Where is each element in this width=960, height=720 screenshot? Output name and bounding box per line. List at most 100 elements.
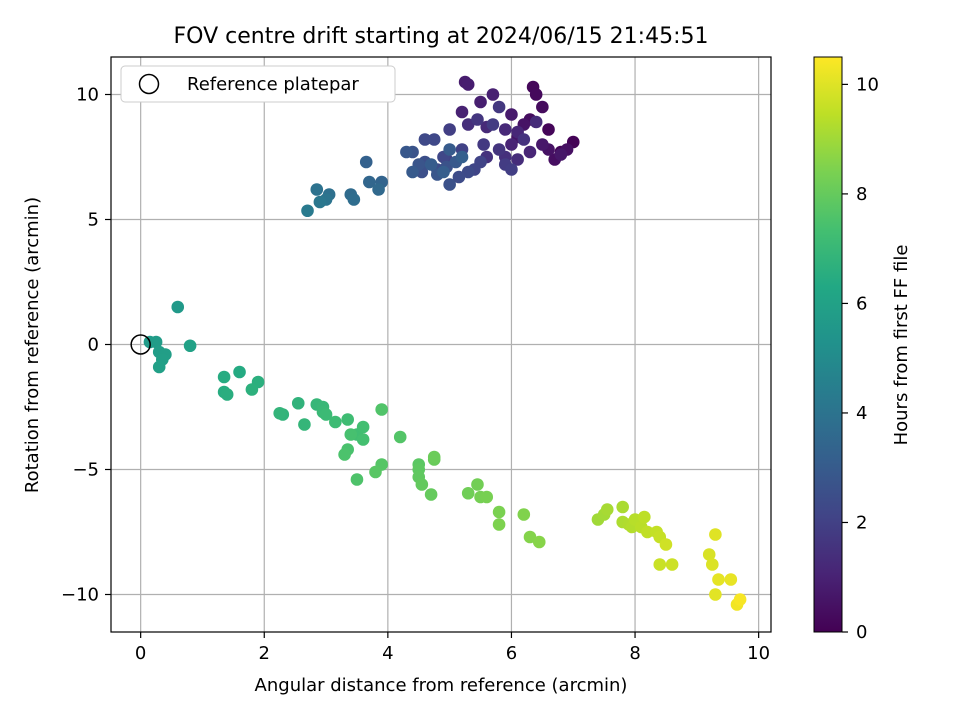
data-point <box>480 490 494 504</box>
data-point <box>338 448 351 461</box>
data-point <box>443 123 456 136</box>
data-point <box>369 465 382 479</box>
data-point <box>709 588 722 601</box>
data-point <box>461 118 475 131</box>
data-point <box>641 525 654 539</box>
x-tick-label: 2 <box>259 643 270 664</box>
data-point <box>517 508 531 521</box>
x-tick-label: 8 <box>629 643 640 664</box>
y-axis-label: Rotation from reference (arcmin) <box>22 197 43 493</box>
data-point <box>443 143 456 156</box>
data-point <box>659 538 673 551</box>
data-point <box>474 95 487 109</box>
data-point <box>486 88 500 101</box>
data-point <box>452 170 466 184</box>
data-point <box>709 528 722 541</box>
data-point <box>291 396 305 410</box>
data-point <box>523 145 537 159</box>
data-point <box>400 145 413 159</box>
data-point <box>427 450 441 464</box>
x-axis-label: Angular distance from reference (arcmin) <box>255 675 628 696</box>
data-point <box>375 403 388 416</box>
x-tick-label: 10 <box>747 643 770 664</box>
data-point <box>356 433 370 446</box>
y-tick-label: −5 <box>72 460 99 481</box>
data-point <box>393 430 407 444</box>
y-tick-label: −10 <box>61 585 99 606</box>
y-tick-label: 10 <box>76 85 99 106</box>
data-point <box>344 428 358 441</box>
data-point <box>461 486 475 500</box>
data-point <box>492 505 506 519</box>
data-point <box>471 113 484 126</box>
data-point <box>477 138 490 151</box>
colorbar-tick-label: 0 <box>856 622 867 643</box>
data-point <box>273 406 287 420</box>
x-tick-label: 4 <box>382 643 393 664</box>
data-point <box>183 339 197 353</box>
x-axis-ticks: 0 2 4 6 8 10 <box>135 632 770 664</box>
y-tick-label: 0 <box>88 335 99 356</box>
y-axis-ticks: −10 −5 0 5 10 <box>61 85 111 606</box>
data-point <box>505 163 518 176</box>
legend: Reference platepar <box>120 65 396 103</box>
data-point <box>418 133 432 146</box>
y-tick-label: 5 <box>88 210 99 231</box>
data-point <box>217 370 231 384</box>
data-point <box>437 165 450 179</box>
data-point <box>310 183 324 196</box>
data-point <box>486 118 500 131</box>
data-point <box>233 365 246 379</box>
colorbar-tick-label: 10 <box>856 74 879 95</box>
data-point <box>359 155 373 169</box>
data-point <box>705 558 719 571</box>
data-point <box>152 360 166 374</box>
data-point <box>424 488 438 501</box>
data-point <box>406 165 419 179</box>
data-point <box>350 473 364 486</box>
data-point <box>702 548 716 561</box>
data-point <box>301 204 314 218</box>
data-point <box>220 388 234 401</box>
colorbar-label: Hours from first FF file <box>891 245 912 446</box>
colorbar: 0 2 4 6 8 10 Hours from first FF file <box>813 56 912 643</box>
colorbar-tick-label: 8 <box>856 184 867 205</box>
data-point <box>461 165 475 179</box>
data-point <box>492 143 506 156</box>
data-point <box>733 593 747 606</box>
data-point <box>529 115 543 129</box>
data-point <box>471 478 484 491</box>
data-point <box>505 138 518 151</box>
data-point <box>529 88 543 101</box>
data-point <box>517 133 531 146</box>
data-point <box>455 150 469 164</box>
legend-box <box>120 65 396 103</box>
data-point <box>724 573 738 586</box>
data-point <box>424 158 438 171</box>
data-point <box>542 123 555 136</box>
x-tick-label: 0 <box>135 643 146 664</box>
data-point <box>653 558 667 571</box>
data-point <box>372 183 385 196</box>
data-point <box>298 418 311 431</box>
colorbar-gradient <box>813 56 843 633</box>
data-point <box>415 478 429 491</box>
colorbar-tick-label: 2 <box>856 512 867 533</box>
data-point <box>532 535 546 549</box>
data-point <box>554 148 568 161</box>
data-point <box>363 175 376 189</box>
data-point <box>443 178 456 191</box>
data-point <box>616 500 629 514</box>
data-point <box>536 100 549 114</box>
data-point <box>319 408 333 421</box>
colorbar-tick-label: 4 <box>856 403 867 424</box>
data-point <box>313 195 327 209</box>
data-points <box>143 75 747 611</box>
chart-title: FOV centre drift starting at 2024/06/15 … <box>174 24 709 49</box>
data-point <box>329 415 342 429</box>
data-point <box>455 105 469 119</box>
data-point <box>638 510 651 524</box>
data-point <box>149 335 163 349</box>
data-point <box>347 193 361 206</box>
